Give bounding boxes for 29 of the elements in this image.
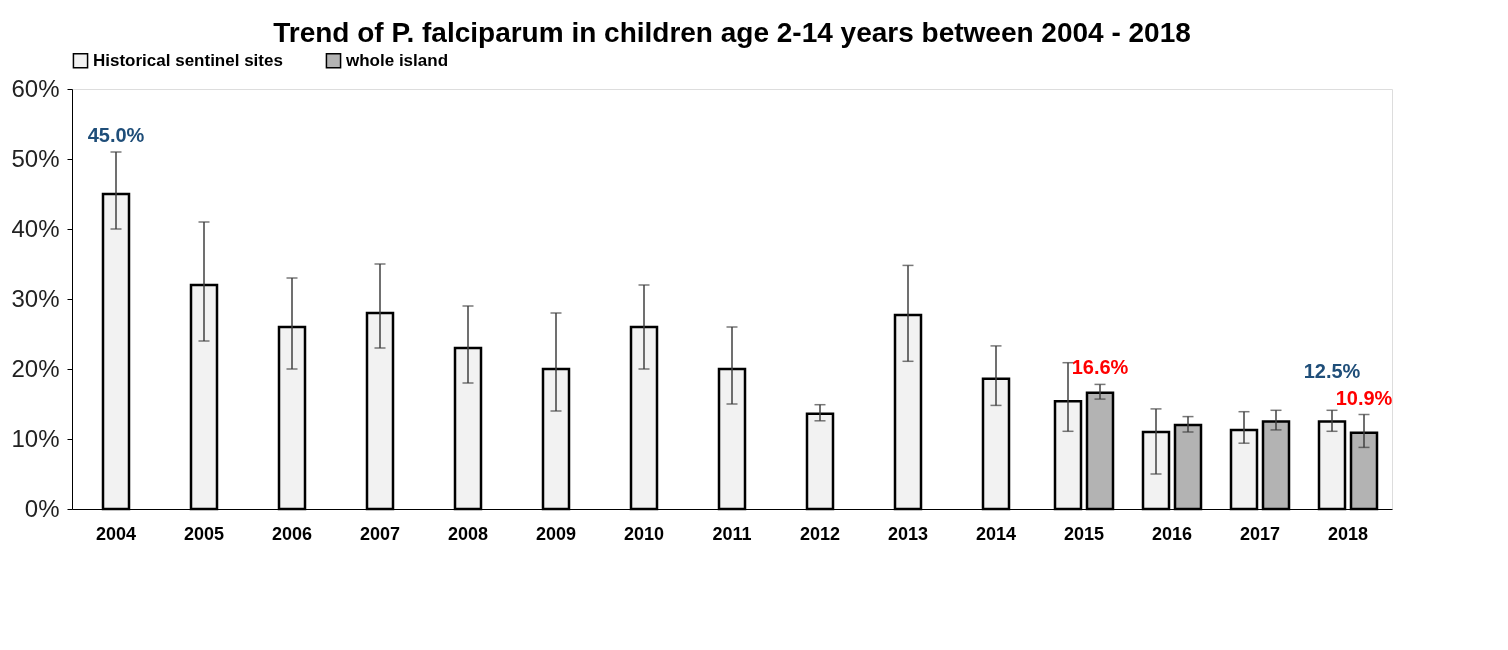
y-tick-label: 10% bbox=[11, 424, 60, 452]
x-tick-label: 2015 bbox=[1063, 523, 1105, 544]
y-tick-label: 30% bbox=[11, 284, 60, 312]
x-tick-label: 2018 bbox=[1327, 523, 1369, 544]
x-tick-label: 2006 bbox=[271, 523, 313, 544]
x-tick-label: 2007 bbox=[359, 523, 401, 544]
chart-title: Trend of P. falciparum in children age 2-14 years between 2004 - 2018 bbox=[273, 17, 1191, 48]
x-tick-label: 2011 bbox=[712, 523, 752, 544]
data-label: 16.6% bbox=[1071, 356, 1129, 379]
data-label: 10.9% bbox=[1335, 386, 1393, 409]
legend-label: Historical sentinel sites bbox=[93, 50, 283, 70]
data-label: 12.5% bbox=[1303, 360, 1361, 383]
x-tick-label: 2010 bbox=[623, 523, 665, 544]
x-tick-label: 2017 bbox=[1239, 523, 1281, 544]
y-tick-label: 50% bbox=[11, 144, 60, 172]
legend-label: whole island bbox=[345, 50, 449, 70]
y-tick-label: 60% bbox=[11, 74, 60, 102]
y-tick-label: 20% bbox=[11, 354, 60, 382]
y-tick-label: 40% bbox=[11, 214, 60, 242]
data-label: 45.0% bbox=[87, 124, 145, 146]
x-tick-label: 2016 bbox=[1151, 523, 1193, 544]
x-tick-label: 2013 bbox=[887, 523, 929, 544]
x-tick-label: 2009 bbox=[535, 523, 577, 544]
x-tick-label: 2014 bbox=[975, 523, 1017, 544]
x-tick-label: 2005 bbox=[183, 523, 225, 544]
x-tick-label: 2008 bbox=[447, 523, 489, 544]
x-tick-label: 2012 bbox=[799, 523, 841, 544]
y-tick-label: 0% bbox=[24, 494, 60, 522]
x-tick-label: 2004 bbox=[95, 523, 137, 544]
